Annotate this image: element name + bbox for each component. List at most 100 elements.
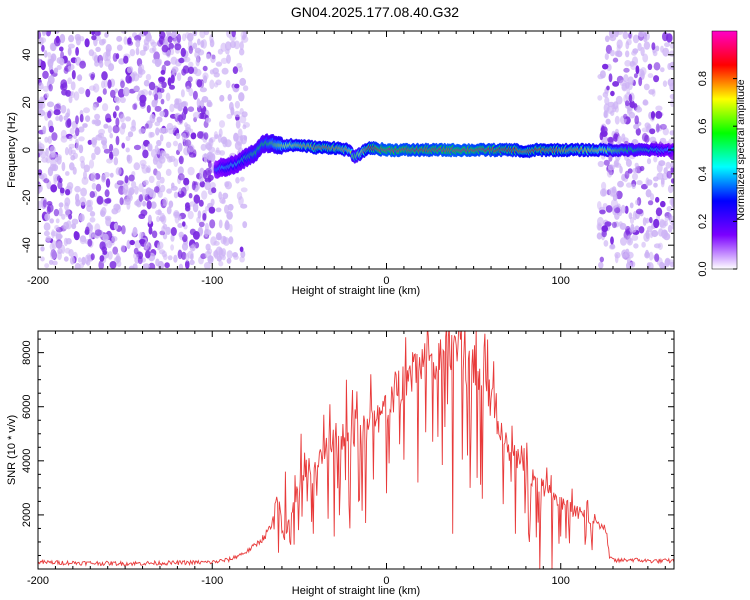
noise-speckle: [239, 48, 245, 56]
noise-speckle: [78, 87, 85, 95]
noise-speckle: [209, 182, 216, 189]
noise-speckle: [159, 88, 165, 93]
noise-speckle: [91, 31, 96, 36]
noise-speckle: [112, 111, 117, 119]
noise-speckle: [154, 105, 162, 112]
noise-speckle: [232, 66, 239, 74]
noise-speckle: [178, 263, 184, 269]
noise-speckle: [636, 180, 643, 186]
noise-speckle: [184, 139, 192, 147]
noise-speckle: [94, 60, 100, 67]
noise-speckle: [79, 262, 85, 268]
noise-speckle: [170, 56, 178, 65]
noise-speckle: [55, 233, 63, 240]
noise-speckle: [148, 81, 156, 91]
noise-speckle: [138, 128, 146, 134]
noise-speckle: [226, 250, 233, 259]
noise-speckle: [208, 255, 214, 262]
noise-speckle: [68, 135, 73, 141]
noise-speckle: [50, 53, 57, 62]
noise-speckle: [187, 210, 194, 220]
noise-speckle: [627, 76, 634, 85]
noise-speckle: [159, 176, 165, 184]
noise-speckle: [184, 122, 188, 128]
noise-speckle: [663, 167, 668, 174]
noise-speckle: [242, 221, 248, 229]
noise-speckle: [43, 230, 50, 237]
noise-speckle: [159, 230, 166, 236]
noise-speckle: [625, 100, 630, 107]
noise-speckle: [633, 123, 640, 130]
noise-speckle: [226, 113, 233, 120]
x-tick-label: -200: [27, 275, 49, 287]
noise-speckle: [48, 259, 54, 265]
spectrogram-y-axis: -40 -20 0 20 40: [21, 30, 674, 270]
noise-speckle: [140, 209, 148, 217]
noise-speckle: [233, 132, 239, 142]
noise-speckle: [653, 62, 661, 71]
noise-speckle: [623, 67, 630, 73]
noise-speckle: [228, 236, 234, 245]
noise-speckle: [187, 76, 193, 83]
noise-speckle: [147, 214, 152, 225]
noise-speckle: [89, 230, 94, 240]
noise-speckle: [38, 37, 44, 46]
y-tick-label: 0: [21, 147, 33, 153]
noise-speckle: [104, 198, 111, 204]
noise-speckle: [41, 157, 49, 163]
noise-speckle: [662, 31, 669, 42]
noise-speckle: [156, 159, 163, 169]
noise-speckle: [198, 199, 204, 207]
noise-speckle: [127, 131, 134, 138]
noise-speckle: [637, 42, 642, 52]
noise-speckle: [174, 43, 182, 51]
noise-speckle: [119, 125, 126, 135]
noise-speckle: [651, 229, 659, 238]
noise-speckle: [219, 150, 226, 156]
noise-speckle: [640, 46, 645, 57]
noise-speckle: [182, 33, 187, 42]
noise-speckle: [115, 105, 120, 111]
noise-speckle: [219, 94, 225, 102]
noise-speckle: [138, 183, 144, 193]
noise-speckle: [61, 89, 68, 96]
noise-speckle: [224, 181, 230, 188]
noise-speckle: [107, 125, 112, 134]
noise-speckle: [45, 236, 52, 242]
noise-speckle: [627, 107, 633, 115]
noise-speckle: [204, 228, 209, 238]
noise-speckle: [99, 60, 104, 68]
noise-speckle: [114, 96, 120, 103]
noise-speckle: [139, 49, 146, 56]
noise-speckle: [128, 174, 135, 182]
noise-speckle: [240, 134, 247, 145]
noise-speckle: [639, 165, 645, 172]
spectrogram-x-axis: -200 -100 0 100: [27, 31, 666, 287]
noise-speckle: [628, 212, 633, 220]
noise-speckle: [156, 170, 162, 181]
noise-speckle: [234, 83, 240, 89]
noise-speckle: [240, 187, 248, 193]
noise-speckle: [154, 186, 160, 193]
noise-speckle: [609, 34, 617, 42]
noise-speckle: [138, 238, 146, 245]
noise-speckle: [94, 113, 101, 120]
noise-speckle: [188, 144, 195, 153]
noise-speckle: [166, 156, 173, 163]
noise-speckle: [239, 77, 247, 86]
noise-speckle: [89, 211, 96, 217]
noise-speckle: [602, 63, 609, 70]
noise-speckle: [38, 58, 42, 68]
noise-speckle: [148, 90, 152, 96]
noise-speckle: [632, 167, 638, 174]
noise-speckle: [666, 170, 673, 179]
noise-speckle: [189, 259, 195, 265]
snr-panel: -200 -100 0 100 2000 4000 6000 8000 Height of …: [6, 330, 675, 597]
noise-speckle: [99, 241, 106, 251]
noise-speckle: [634, 162, 639, 168]
noise-speckle: [602, 203, 608, 209]
noise-speckle: [160, 69, 166, 75]
noise-speckle: [83, 107, 90, 114]
